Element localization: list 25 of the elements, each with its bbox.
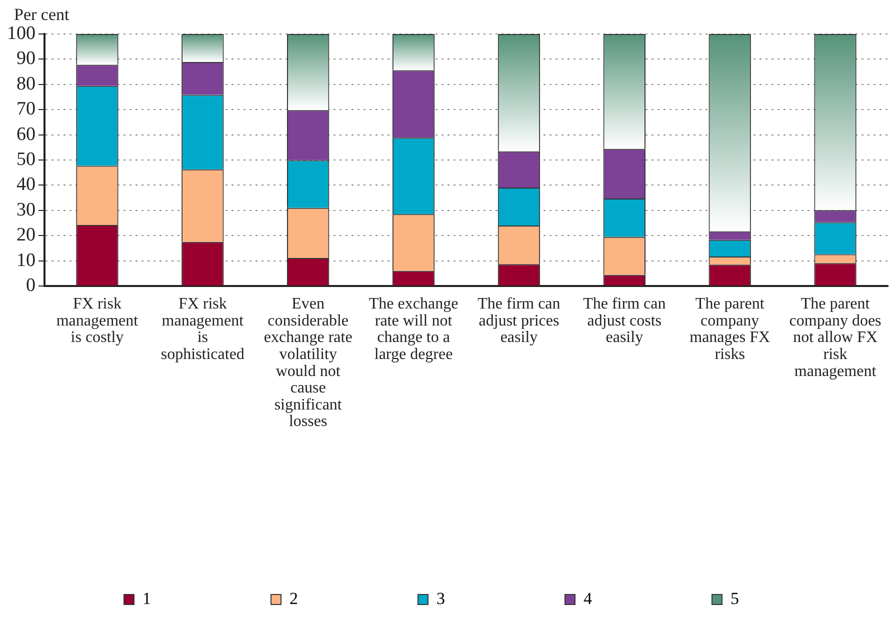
y-tick-label: 50: [16, 148, 36, 170]
x-tick-label: The exchange rate will not change to a large degree: [368, 296, 458, 364]
x-tick-label: The firm can adjust prices easily: [478, 296, 560, 346]
y-tick-label: 10: [16, 250, 36, 271]
x-tick-label: The parent company does not allow FX risk management: [789, 296, 882, 380]
y-tick-label: 0: [26, 274, 36, 296]
y-tick-label: 70: [16, 98, 36, 120]
legend-label: 5: [730, 588, 739, 608]
y-tick-label: 90: [16, 48, 36, 70]
legend-label: 3: [436, 588, 445, 608]
y-tick-label: 40: [16, 174, 36, 196]
y-tick-label: 30: [16, 199, 36, 220]
x-tick-label: The firm can adjust costs easily: [583, 296, 666, 346]
y-tick-label: 80: [16, 73, 36, 94]
legend-label: 2: [290, 588, 298, 608]
y-tick-label: 60: [16, 124, 36, 145]
legend-label: 4: [584, 588, 592, 608]
x-tick-label: Even considerable exchange rate volatility would not cause significant losses: [264, 296, 352, 430]
x-tick-label: FX risk management is costly: [56, 296, 139, 346]
y-tick-label: 100: [7, 22, 36, 44]
y-tick-label: 20: [16, 224, 36, 246]
x-tick-label: FX risk management is sophisticated: [160, 296, 244, 364]
x-tick-label: The parent company manages FX risks: [690, 296, 770, 364]
legend-label: 1: [142, 588, 151, 608]
y-axis-title: Per cent: [14, 4, 70, 24]
